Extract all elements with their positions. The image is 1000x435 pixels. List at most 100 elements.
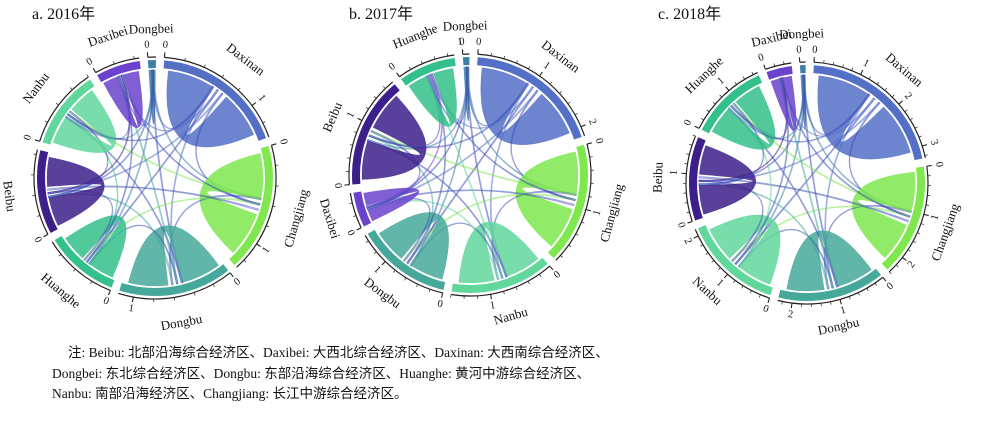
axis-tick <box>515 286 518 290</box>
tick-label: 1 <box>929 213 941 221</box>
region-label-changjiang: Changjiang <box>280 187 311 249</box>
axis-tick <box>857 292 860 296</box>
axis-daxinan <box>477 53 586 137</box>
axis-tick <box>503 55 506 59</box>
tick-label: 0 <box>476 37 482 48</box>
axis-daxibei <box>95 57 140 74</box>
region-arc-dongbu <box>119 264 229 297</box>
axis-tick <box>356 227 362 231</box>
axis-tick <box>212 284 215 287</box>
axis-tick <box>781 301 783 305</box>
axis-tick <box>581 221 585 224</box>
axis-tick <box>271 143 277 146</box>
axis-tick <box>86 74 89 78</box>
axis-tick <box>382 86 386 89</box>
axis-tick <box>694 125 700 129</box>
ribbons <box>698 74 916 292</box>
tick-label: 0 <box>459 36 465 47</box>
axis-tick <box>907 249 911 252</box>
region-arc-nanbu <box>451 257 548 294</box>
axis-tick <box>229 272 234 278</box>
tick-label: 1 <box>716 75 727 87</box>
axis-tick <box>44 120 48 123</box>
axis-tick <box>568 244 572 248</box>
note-line-3: Nanbu: 南部沿海经济区、Changjiang: 长江中游综合经济区。 <box>52 386 408 401</box>
axis-tick <box>36 215 41 217</box>
tick-label: 1 <box>591 209 603 217</box>
tick-label: 1 <box>541 60 552 72</box>
tick-label: 3 <box>928 138 940 146</box>
axis-tick <box>365 107 369 110</box>
region-label-beibu: Beibu <box>0 180 19 213</box>
axis-tick <box>539 71 543 77</box>
axis-nanbu <box>39 76 89 142</box>
axis-tick <box>860 69 864 75</box>
ribbon-huanghe-self <box>408 68 457 127</box>
tick-label: 0 <box>885 281 896 293</box>
tick-label: 1 <box>256 93 268 104</box>
axis-tick <box>528 66 531 70</box>
axis-tick <box>549 265 554 271</box>
axis-tick <box>184 57 186 61</box>
axis-tick <box>918 135 922 138</box>
axis-tick <box>888 271 892 275</box>
axis-tick <box>349 144 353 146</box>
region-label-daxinan: Daxinan <box>883 50 927 90</box>
region-label-dongbei: Dongbei <box>443 17 489 33</box>
axis-daxinan <box>164 56 270 138</box>
axis-tick <box>866 288 869 291</box>
axis-tick <box>193 292 196 296</box>
axis-tick <box>408 66 411 70</box>
ribbon-daxibei-self <box>770 75 797 131</box>
region-arc-daxibei <box>97 60 141 83</box>
axis-tick <box>706 109 710 113</box>
tick-label: 1 <box>457 37 463 48</box>
region-dongbei: 0 Dongbei <box>443 17 489 66</box>
axis-tick <box>705 252 709 255</box>
tick-label: 0 <box>31 235 43 245</box>
tick-label: 0 <box>552 269 563 281</box>
region-arc-beibu <box>352 84 400 185</box>
axis-tick <box>882 276 887 282</box>
axis-tick <box>237 87 241 91</box>
axis-tick <box>251 102 257 106</box>
axis-tick <box>580 124 586 128</box>
axis-tick <box>924 154 928 156</box>
axis-tick <box>393 269 396 273</box>
axis-changjiang <box>888 166 929 273</box>
tick-label: 1 <box>669 170 680 176</box>
ribbon-changjiang-beibu <box>698 176 909 223</box>
tick-label: 1 <box>128 303 135 315</box>
axis-tick <box>585 208 591 212</box>
chord-panel-3: c. 2018年 0 Dongbei 0 1 2 3 Daxinan 0 1 2 Changjiang… <box>650 5 963 338</box>
axis-tick <box>742 76 745 80</box>
tick-label: 2 <box>787 309 794 321</box>
axis-tick <box>692 134 696 137</box>
tick-label: 1 <box>489 300 496 312</box>
axis-tick <box>868 76 871 80</box>
ribbon-beibu-self <box>361 95 427 180</box>
region-arc-dongbei <box>462 57 470 66</box>
axis-tick <box>266 225 270 228</box>
axis-tick <box>203 64 206 68</box>
region-label-huanghe: Huanghe <box>390 20 439 51</box>
note-line-1: 注: Beibu: 北部沿海综合经济区、Daxibei: 大西北综合经济区、Da… <box>68 345 609 360</box>
axis-tick <box>58 254 62 257</box>
axis-tick <box>221 74 225 78</box>
tick-label: 1 <box>260 245 272 255</box>
region-label-huanghe: Huanghe <box>682 53 726 96</box>
axis-tick <box>926 164 932 167</box>
axis-dongbu <box>118 272 231 300</box>
region-arc-daxinan <box>813 65 923 161</box>
region-label-daxibei: Daxibei <box>750 26 794 50</box>
figure-note: 注: Beibu: 北部沿海综合经济区、Daxibei: 大西北综合经济区、Da… <box>28 343 988 405</box>
region-label-dongbu: Dongbu <box>159 311 203 333</box>
axis-tick <box>711 260 715 263</box>
ribbon-nanbu-self <box>52 89 117 153</box>
ribbon-dongbu-huanghe <box>406 74 447 265</box>
axis-dongbu <box>777 276 884 305</box>
tick-label: 1 <box>371 264 382 276</box>
axis-tick <box>549 81 553 85</box>
axis-tick <box>243 259 247 263</box>
